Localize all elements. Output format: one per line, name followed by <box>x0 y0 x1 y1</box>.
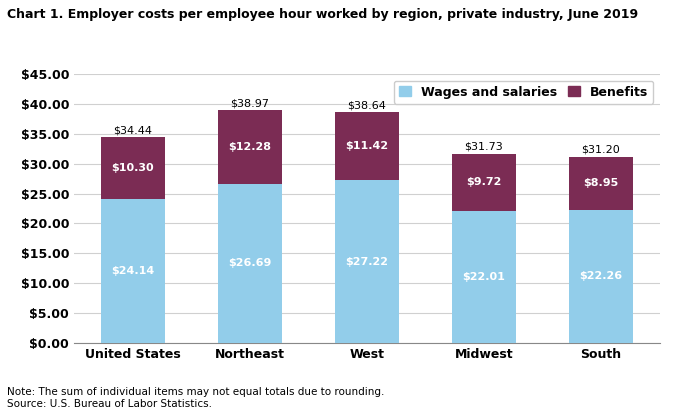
Text: $9.72: $9.72 <box>466 178 501 188</box>
Legend: Wages and salaries, Benefits: Wages and salaries, Benefits <box>394 81 653 104</box>
Text: $12.28: $12.28 <box>228 142 271 152</box>
Bar <box>569 210 633 343</box>
Text: $38.97: $38.97 <box>230 99 269 109</box>
Bar <box>334 180 399 343</box>
Text: $34.44: $34.44 <box>113 126 152 135</box>
Text: $8.95: $8.95 <box>583 178 618 188</box>
Text: $10.30: $10.30 <box>112 163 154 173</box>
Text: $38.64: $38.64 <box>347 100 386 111</box>
Bar <box>217 183 282 343</box>
Text: $11.42: $11.42 <box>345 141 388 151</box>
Bar <box>452 211 516 343</box>
Bar <box>101 199 165 343</box>
Text: Chart 1. Employer costs per employee hour worked by region, private industry, Ju: Chart 1. Employer costs per employee hou… <box>7 8 638 21</box>
Text: $27.22: $27.22 <box>345 256 388 267</box>
Text: $22.01: $22.01 <box>462 272 505 282</box>
Text: $26.69: $26.69 <box>228 258 271 268</box>
Text: $24.14: $24.14 <box>111 266 154 276</box>
Bar <box>452 154 516 211</box>
Bar <box>334 112 399 180</box>
Text: $22.26: $22.26 <box>579 271 623 281</box>
Bar <box>101 138 165 199</box>
Bar <box>217 110 282 183</box>
Bar <box>569 157 633 210</box>
Text: Note: The sum of individual items may not equal totals due to rounding.
Source: : Note: The sum of individual items may no… <box>7 387 384 409</box>
Text: $31.73: $31.73 <box>464 142 503 152</box>
Text: $31.20: $31.20 <box>581 145 620 155</box>
